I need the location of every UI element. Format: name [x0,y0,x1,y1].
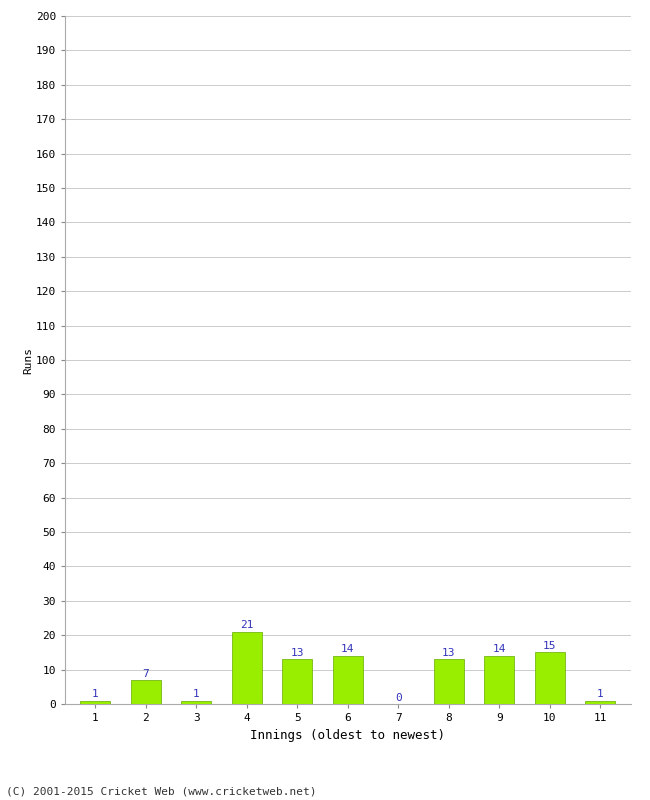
Bar [131,680,161,704]
Text: (C) 2001-2015 Cricket Web (www.cricketweb.net): (C) 2001-2015 Cricket Web (www.cricketwe… [6,786,317,796]
Text: 1: 1 [92,689,99,699]
Bar [585,701,616,704]
Bar [434,659,464,704]
Text: 14: 14 [493,645,506,654]
Text: 7: 7 [142,669,149,678]
Text: 14: 14 [341,645,354,654]
Text: 1: 1 [193,689,200,699]
Y-axis label: Runs: Runs [23,346,33,374]
Bar [231,632,262,704]
Bar [333,656,363,704]
Text: 21: 21 [240,620,254,630]
Text: 13: 13 [291,648,304,658]
Bar [80,701,111,704]
Bar [484,656,514,704]
Text: 1: 1 [597,689,604,699]
X-axis label: Innings (oldest to newest): Innings (oldest to newest) [250,729,445,742]
Bar [181,701,211,704]
Bar [282,659,313,704]
Bar [534,653,565,704]
Text: 15: 15 [543,641,556,651]
Text: 13: 13 [442,648,456,658]
Text: 0: 0 [395,693,402,702]
